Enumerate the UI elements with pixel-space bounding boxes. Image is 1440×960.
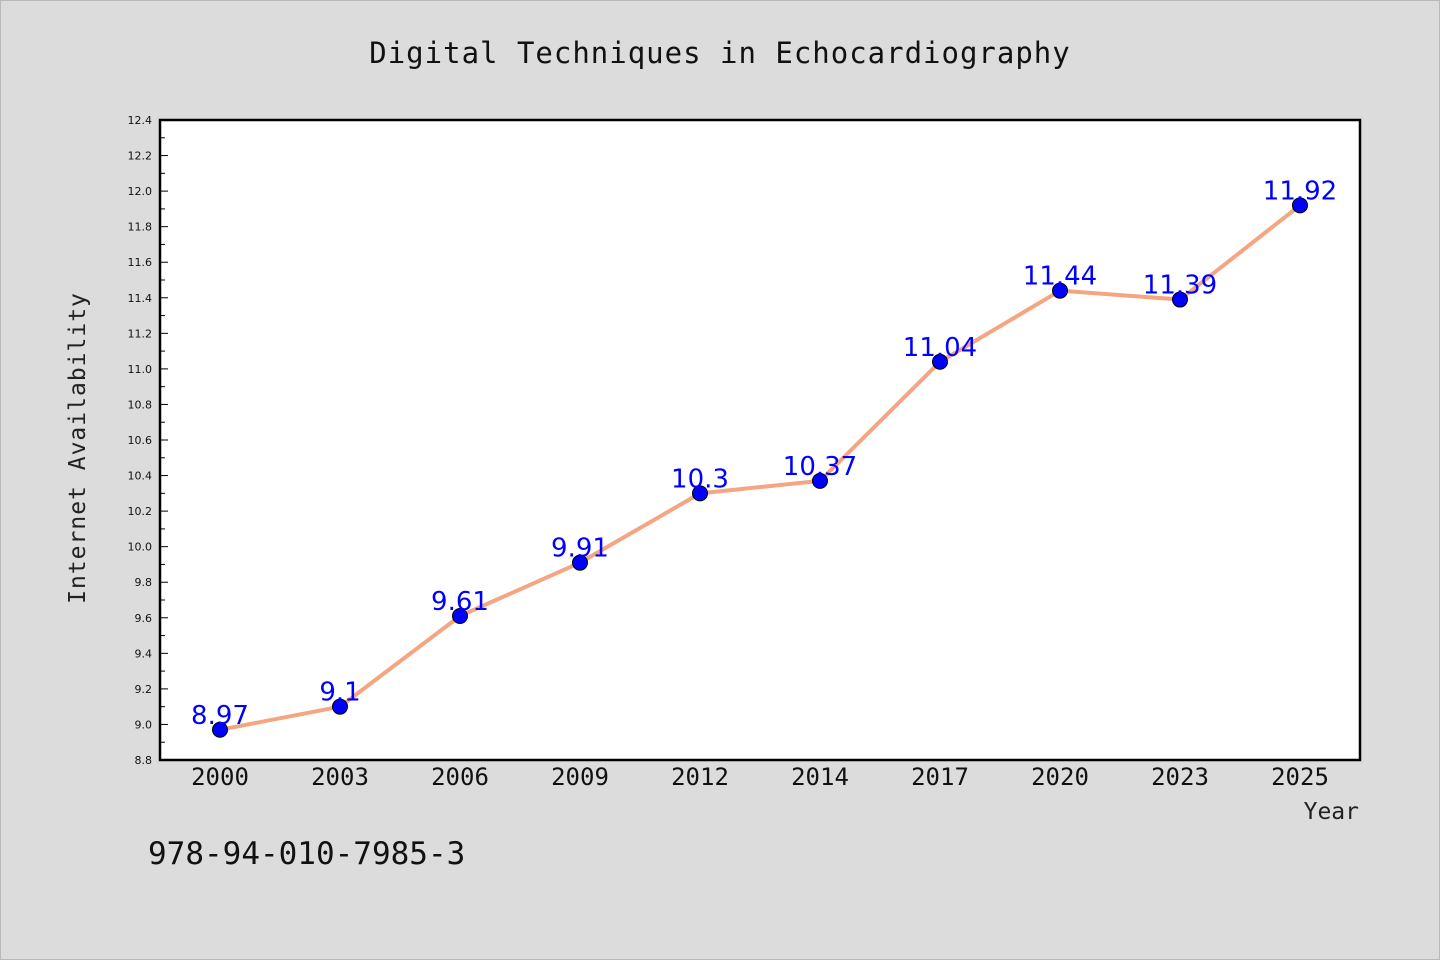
y-tick-label: 11.4 bbox=[128, 292, 153, 305]
y-tick-label: 10.4 bbox=[128, 470, 153, 483]
series-line bbox=[218, 203, 1302, 732]
y-tick-label: 9.6 bbox=[135, 612, 153, 625]
data-point bbox=[812, 472, 828, 489]
y-tick-label: 11.6 bbox=[128, 256, 153, 269]
x-axis-ticks: 2000 2003 2006 2009 2012 2014 2017 2020 2023 2025 bbox=[191, 763, 1329, 791]
data-point bbox=[1292, 197, 1308, 214]
marker-group bbox=[212, 197, 1308, 738]
y-tick-label: 12.0 bbox=[128, 185, 153, 198]
x-tick-label: 2014 bbox=[791, 763, 849, 791]
plot-border bbox=[158, 118, 1362, 762]
data-point bbox=[1052, 282, 1068, 299]
data-label: 9.91 bbox=[551, 534, 609, 564]
x-tick-label: 2017 bbox=[911, 763, 969, 791]
data-point bbox=[572, 554, 588, 571]
y-tick-label: 10.0 bbox=[128, 541, 153, 554]
data-point bbox=[332, 698, 348, 715]
data-label: 11.39 bbox=[1143, 271, 1217, 301]
y-tick-label: 12.2 bbox=[128, 150, 153, 163]
data-label: 10.3 bbox=[671, 464, 729, 494]
y-tick-label: 11.2 bbox=[128, 327, 153, 340]
y-axis-ticks: 8.8 9.0 9.2 9.4 9.6 9.8 10.0 10.2 10.4 10.6 10.8 11… bbox=[128, 114, 168, 767]
y-axis-label: Internet Availability bbox=[65, 292, 91, 604]
data-point bbox=[1172, 291, 1188, 308]
data-label: 9.1 bbox=[319, 678, 360, 708]
y-tick-label: 9.0 bbox=[135, 718, 153, 731]
data-label: 11.04 bbox=[903, 333, 977, 363]
y-tick-label: 9.4 bbox=[135, 647, 153, 660]
data-label: 11.92 bbox=[1263, 176, 1337, 206]
y-tick-label: 9.2 bbox=[135, 683, 153, 696]
y-tick-label: 8.8 bbox=[135, 754, 153, 767]
x-tick-label: 2003 bbox=[311, 763, 369, 791]
y-tick-label: 12.4 bbox=[128, 114, 153, 127]
data-point bbox=[692, 485, 708, 502]
data-label-group: 8.97 9.1 9.61 9.91 10.3 10.37 11.04 11.44 11.39 1… bbox=[191, 176, 1337, 730]
chart-title: Digital Techniques in Echocardiography bbox=[369, 36, 1070, 70]
data-point bbox=[212, 721, 228, 738]
x-tick-label: 2023 bbox=[1151, 763, 1209, 791]
y-tick-label: 11.8 bbox=[128, 221, 153, 234]
x-tick-label: 2025 bbox=[1271, 763, 1329, 791]
data-label: 10.37 bbox=[783, 452, 857, 482]
series-line-group bbox=[218, 203, 1302, 732]
x-tick-label: 2000 bbox=[191, 763, 249, 791]
y-tick-label: 9.8 bbox=[135, 576, 153, 589]
x-tick-label: 2009 bbox=[551, 763, 609, 791]
data-label: 9.61 bbox=[431, 587, 489, 617]
data-point bbox=[452, 608, 468, 624]
y-tick-label: 11.0 bbox=[128, 363, 153, 376]
y-tick-label: 10.8 bbox=[128, 398, 153, 411]
x-tick-label: 2012 bbox=[671, 763, 729, 791]
x-tick-label: 2006 bbox=[431, 763, 489, 791]
x-axis-label: Year bbox=[1304, 799, 1359, 825]
data-point bbox=[932, 353, 948, 370]
y-tick-label: 10.2 bbox=[128, 505, 153, 518]
y-tick-label: 10.6 bbox=[128, 434, 153, 447]
x-tick-label: 2020 bbox=[1031, 763, 1089, 791]
plot-area bbox=[160, 120, 1360, 760]
isbn-label: 978-94-010-7985-3 bbox=[148, 836, 465, 872]
data-label: 8.97 bbox=[191, 701, 249, 731]
data-label: 11.44 bbox=[1023, 262, 1097, 292]
